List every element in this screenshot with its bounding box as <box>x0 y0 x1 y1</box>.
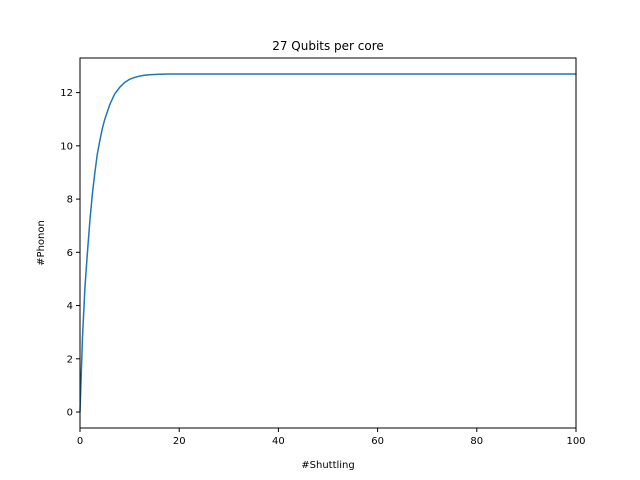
axis-ticks: 0 20 40 60 80 100 0 2 4 6 8 10 12 <box>60 88 585 447</box>
y-tick-label: 2 <box>67 354 73 365</box>
y-axis-label: #Phonon <box>36 220 47 266</box>
axes-frame <box>79 57 577 429</box>
x-axis-label: #Shuttling <box>301 460 355 471</box>
x-tick-label: 80 <box>470 436 483 447</box>
x-tick-label: 60 <box>371 436 384 447</box>
y-tick-label: 12 <box>60 88 73 99</box>
y-tick-label: 10 <box>60 141 73 152</box>
y-tick-label: 4 <box>67 301 73 312</box>
series-line-0 <box>79 73 577 413</box>
chart-title: 27 Qubits per core <box>272 39 384 53</box>
x-tick-label: 40 <box>272 436 285 447</box>
plot-area <box>79 73 577 413</box>
x-tick-label: 100 <box>566 436 585 447</box>
y-tick-label: 6 <box>67 248 73 259</box>
y-tick-label: 8 <box>67 195 73 206</box>
x-tick-label: 0 <box>77 436 83 447</box>
y-tick-label: 0 <box>67 408 73 419</box>
x-tick-label: 20 <box>173 436 186 447</box>
